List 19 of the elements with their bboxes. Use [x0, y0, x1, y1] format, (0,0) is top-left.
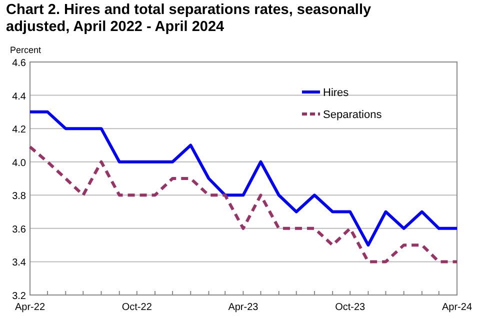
- x-tick-label: Oct-22: [122, 302, 152, 313]
- y-axis-title: Percent: [10, 45, 42, 55]
- y-tick-label: 3.8: [12, 191, 26, 202]
- x-tick-label: Apr-23: [228, 302, 259, 313]
- x-tick-label: Apr-22: [14, 302, 46, 313]
- y-tick-label: 4.6: [12, 58, 26, 69]
- legend-label: Separations: [323, 109, 382, 121]
- y-tick-label: 4.4: [12, 91, 26, 102]
- x-tick-label: Apr-24: [442, 302, 472, 313]
- y-tick-label: 4.0: [12, 158, 26, 169]
- y-tick-label: 3.6: [12, 224, 26, 236]
- x-tick-label: Oct-23: [335, 302, 366, 313]
- line-series: [28, 110, 458, 247]
- y-tick-label: 3.4: [12, 258, 26, 269]
- chart-title: Chart 2. Hires and total separations rates, seasonally adjusted, April 2022 - April 2024: [6, 2, 372, 35]
- line-series: [28, 145, 458, 264]
- legend-label: Hires: [323, 87, 350, 99]
- y-tick-label: 3.2: [12, 291, 26, 302]
- y-tick-label: 4.2: [12, 124, 26, 136]
